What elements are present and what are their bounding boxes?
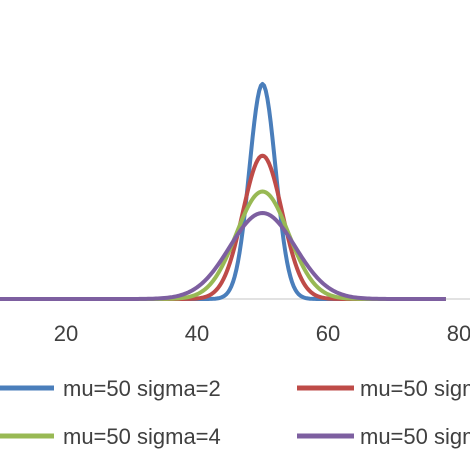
series-layer	[0, 82, 447, 301]
legend-label: mu=50 sigma=4	[63, 424, 221, 449]
legend-item-4: mu=50 sigma=5	[297, 424, 470, 449]
x-tick-labels: 20 40 60 80	[54, 321, 470, 346]
x-tick-label: 60	[316, 321, 340, 346]
legend-item-3: mu=50 sigma=4	[0, 424, 221, 449]
x-tick-label: 40	[185, 321, 209, 346]
legend-label: mu=50 sigma=5	[360, 424, 470, 449]
legend-label: mu=50 sigma=3	[360, 376, 470, 401]
series-line-2	[0, 153, 447, 301]
legend-label: mu=50 sigma=2	[63, 376, 221, 401]
series-line-4	[0, 211, 447, 301]
legend: mu=50 sigma=2 mu=50 sigma=3 mu=50 sigma=4 m…	[0, 376, 470, 449]
x-tick-label: 80	[447, 321, 470, 346]
legend-item-1: mu=50 sigma=2	[0, 376, 221, 401]
x-tick-label: 20	[54, 321, 78, 346]
legend-item-2: mu=50 sigma=3	[297, 376, 470, 401]
